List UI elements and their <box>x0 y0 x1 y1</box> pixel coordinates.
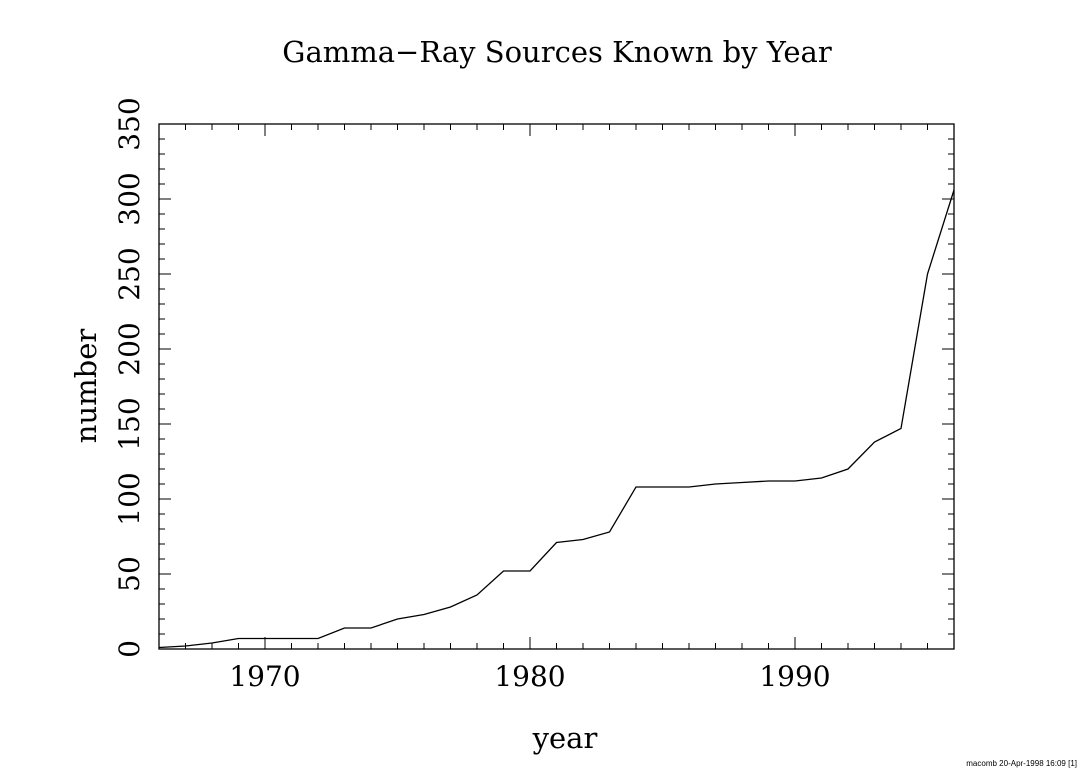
y-tick-label: 100 <box>113 472 146 525</box>
footer-stamp: macomb 20-Apr-1998 16:09 [1] <box>966 759 1077 768</box>
y-axis-label: number <box>69 329 103 444</box>
series-line <box>158 189 955 649</box>
plot-frame <box>158 123 955 650</box>
y-tick-label: 250 <box>113 247 146 300</box>
x-tick-label: 1990 <box>759 660 830 693</box>
tick-marks <box>158 123 955 650</box>
y-tick-label: 50 <box>113 556 146 592</box>
tick-labels: 1970 1980 1990 0 50 100 150 200 250 300 350 <box>113 97 831 693</box>
y-tick-label: 350 <box>113 97 146 150</box>
data-series <box>158 189 955 649</box>
x-tick-label: 1970 <box>229 660 300 693</box>
y-tick-label: 200 <box>113 322 146 375</box>
y-tick-label: 0 <box>113 640 146 658</box>
x-tick-label: 1980 <box>494 660 565 693</box>
y-tick-label: 300 <box>113 172 146 225</box>
x-axis-label: year <box>532 721 598 755</box>
chart-title: Gamma−Ray Sources Known by Year <box>282 35 832 69</box>
y-tick-label: 150 <box>113 397 146 450</box>
